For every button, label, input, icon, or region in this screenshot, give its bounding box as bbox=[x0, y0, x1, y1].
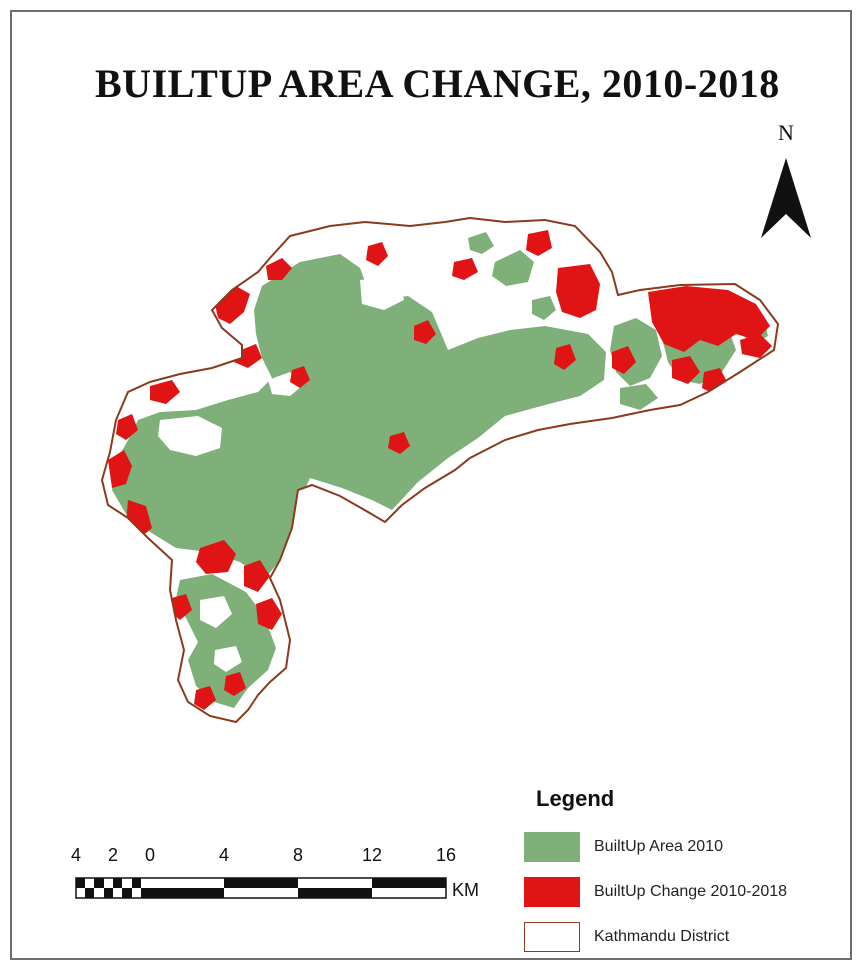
scale-tick-label: 4 bbox=[218, 845, 230, 865]
legend-swatch-district bbox=[524, 922, 580, 952]
non-builtup-patches bbox=[158, 276, 614, 672]
legend-item: BuiltUp Area 2010 bbox=[524, 828, 844, 866]
legend-label: Kathmandu District bbox=[594, 928, 730, 945]
scale-tick-label: 8 bbox=[292, 845, 304, 865]
north-label: N bbox=[778, 120, 794, 145]
scale-tick-label: 0 bbox=[144, 845, 156, 865]
legend-label: BuiltUp Area 2010 bbox=[594, 838, 723, 855]
scale-bar: 4 2 0 4 8 12 16 KM bbox=[60, 840, 500, 910]
legend-title: Legend bbox=[536, 786, 615, 811]
legend-item: Kathmandu District bbox=[524, 918, 844, 956]
scale-bar-graphic bbox=[75, 877, 447, 899]
scale-tick-label: 12 bbox=[361, 845, 383, 865]
north-arrow-icon bbox=[761, 158, 811, 238]
scale-unit-label: KM bbox=[452, 880, 479, 900]
scale-tick-label: 2 bbox=[107, 845, 119, 865]
legend-swatch-builtup-change bbox=[524, 877, 580, 907]
scale-tick-label: 4 bbox=[70, 845, 82, 865]
legend-item: BuiltUp Change 2010-2018 bbox=[524, 873, 844, 911]
map-title: BUILTUP AREA CHANGE, 2010-2018 bbox=[95, 61, 780, 106]
north-arrow: N bbox=[756, 120, 816, 245]
builtup-change-layer bbox=[108, 230, 772, 710]
legend-swatch-builtup-2010 bbox=[524, 832, 580, 862]
scale-tick-label: 16 bbox=[435, 845, 457, 865]
legend: Legend BuiltUp Area 2010 BuiltUp Change … bbox=[524, 786, 844, 963]
legend-label: BuiltUp Change 2010-2018 bbox=[594, 883, 788, 900]
